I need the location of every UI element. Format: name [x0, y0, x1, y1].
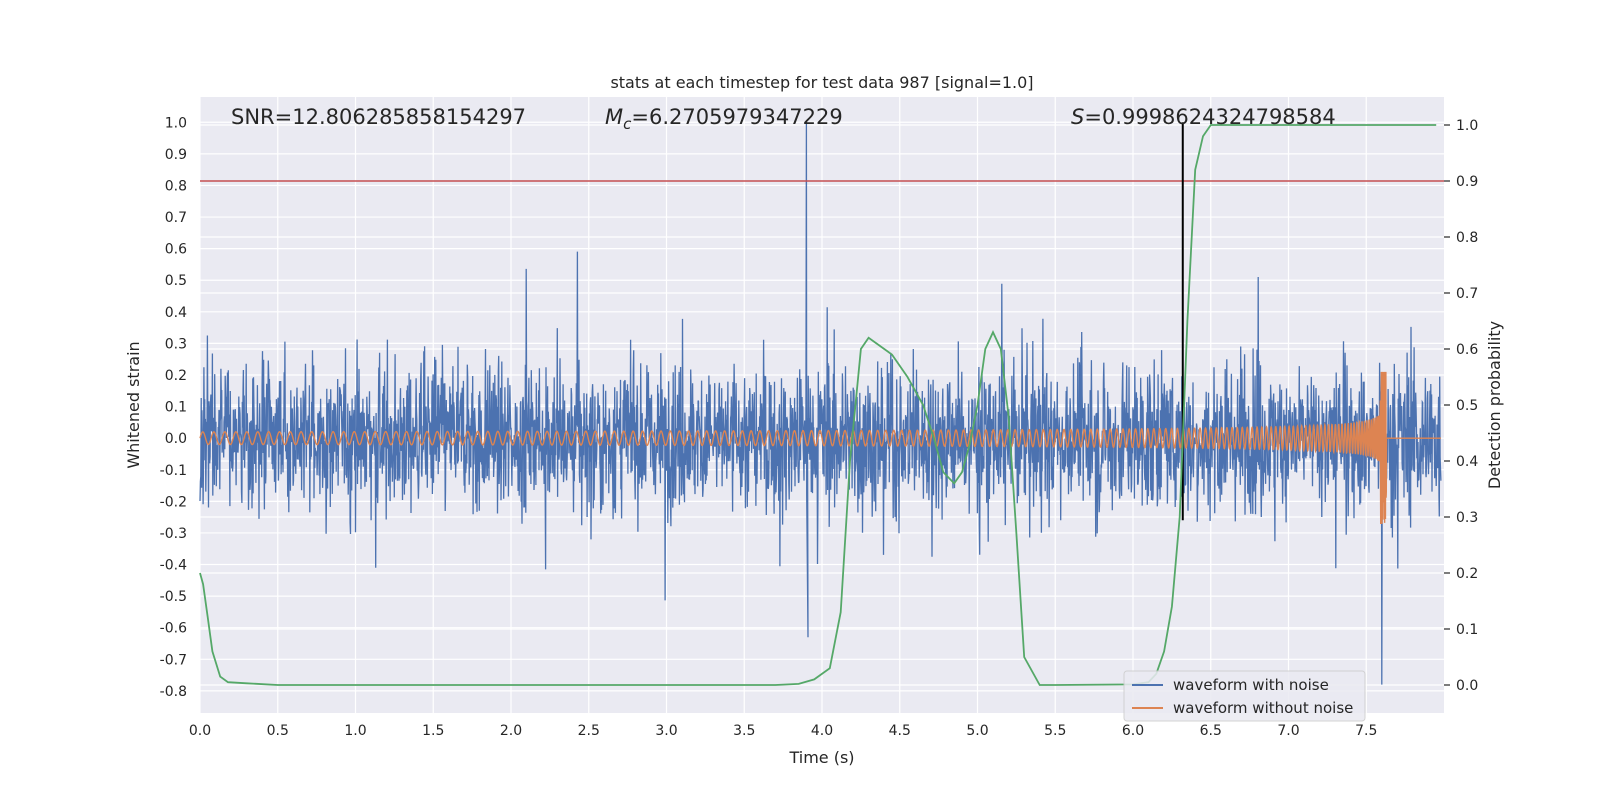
- y2-tick-label: 1.0: [1456, 118, 1478, 134]
- mc-subscript: c: [623, 115, 632, 133]
- y2-tick-label: 0.1: [1456, 622, 1478, 638]
- y-tick-label: 0.1: [165, 400, 187, 416]
- x-tick-label: 0.5: [267, 723, 289, 739]
- y-tick-label: -0.8: [160, 684, 187, 700]
- x-tick-label: 2.0: [500, 723, 522, 739]
- x-tick-label: 1.0: [344, 723, 366, 739]
- y-tick-label: 0.9: [165, 147, 187, 163]
- x-tick-label: 7.0: [1277, 723, 1299, 739]
- series-waveform-with-noise: [199, 122, 1442, 685]
- mc-symbol: M: [605, 105, 623, 129]
- x-tick-label: 7.5: [1355, 723, 1377, 739]
- x-tick-label: 0.0: [189, 723, 211, 739]
- y-axis-label: Whitened strain: [124, 341, 143, 468]
- y-tick-label: 0.0: [165, 431, 187, 447]
- y-tick-label: -0.4: [160, 558, 187, 574]
- noise-line: [199, 122, 1442, 685]
- y-tick-label: -0.5: [160, 589, 187, 605]
- y-tick-label: -0.3: [160, 526, 187, 542]
- y-tick-label: 0.7: [165, 210, 187, 226]
- y-tick-label: -0.1: [160, 463, 187, 479]
- x-axis-ticks: 0.0 0.5 1.0 1.5 2.0 2.5 3.0 3.5 4.0 4.5 5.0 5.5 6.0 6…: [189, 723, 1378, 739]
- y2-tick-label: 0.8: [1456, 230, 1478, 246]
- x-tick-label: 5.0: [966, 723, 988, 739]
- x-tick-label: 1.5: [422, 723, 444, 739]
- x-tick-label: 4.0: [811, 723, 833, 739]
- y-tick-label: 0.4: [165, 305, 187, 321]
- y-axis-ticks: 1.0 0.9 0.8 0.7 0.6 0.5 0.4 0.3 0.2 0.1 0.0 -0.1 -0.…: [160, 115, 187, 700]
- s-value: =0.9998624324798584: [1084, 105, 1335, 129]
- y2-tick-label: 0.0: [1456, 678, 1478, 694]
- y-tick-label: 0.2: [165, 368, 187, 384]
- x-tick-label: 5.5: [1044, 723, 1066, 739]
- s-symbol: S: [1071, 105, 1084, 129]
- x-tick-label: 4.5: [889, 723, 911, 739]
- y2-axis-ticks: 1.0 0.9 0.8 0.7 0.6 0.5 0.4 0.3 0.2 0.1 0.0: [1444, 118, 1478, 694]
- y-tick-label: 0.6: [165, 242, 187, 258]
- y2-tick-label: 0.6: [1456, 342, 1478, 358]
- legend-label-without-noise: waveform without noise: [1173, 699, 1353, 717]
- chart-title: stats at each timestep for test data 987…: [610, 73, 1033, 92]
- y-tick-label: -0.6: [160, 621, 187, 637]
- x-tick-label: 3.5: [733, 723, 755, 739]
- series-detection-probability: [199, 124, 1437, 686]
- x-tick-label: 2.5: [578, 723, 600, 739]
- y2-tick-label: 0.7: [1456, 286, 1478, 302]
- y2-tick-label: 0.5: [1456, 398, 1478, 414]
- probability-line: [199, 124, 1437, 686]
- y-tick-label: 0.3: [165, 336, 187, 352]
- x-tick-label: 6.0: [1122, 723, 1144, 739]
- x-tick-label: 6.5: [1200, 723, 1222, 739]
- x-tick-label: 3.0: [655, 723, 677, 739]
- y-tick-label: -0.7: [160, 652, 187, 668]
- y-tick-label: 0.5: [165, 273, 187, 289]
- s-annotation: S=0.9998624324798584: [1071, 105, 1336, 129]
- y-tick-label: 0.8: [165, 178, 187, 194]
- x-axis-label: Time (s): [788, 748, 854, 767]
- snr-annotation: SNR=12.806285858154297: [231, 105, 526, 129]
- mc-value: =6.2705979347229: [631, 105, 842, 129]
- y-tick-label: 1.0: [165, 115, 187, 131]
- series-waveform-without-noise: [199, 371, 1441, 524]
- y2-tick-label: 0.2: [1456, 566, 1478, 582]
- chirp-mass-annotation: Mc=6.2705979347229: [605, 105, 843, 133]
- legend-label-with-noise: waveform with noise: [1173, 676, 1329, 694]
- y2-tick-label: 0.4: [1456, 454, 1478, 470]
- y2-axis-label: Detection probability: [1485, 321, 1504, 489]
- y-tick-label: -0.2: [160, 494, 187, 510]
- legend: waveform with noise waveform without noi…: [1123, 670, 1366, 722]
- y2-tick-label: 0.9: [1456, 174, 1478, 190]
- y2-tick-label: 0.3: [1456, 510, 1478, 526]
- chirp-line: [199, 371, 1441, 524]
- legend-box: [1123, 670, 1366, 722]
